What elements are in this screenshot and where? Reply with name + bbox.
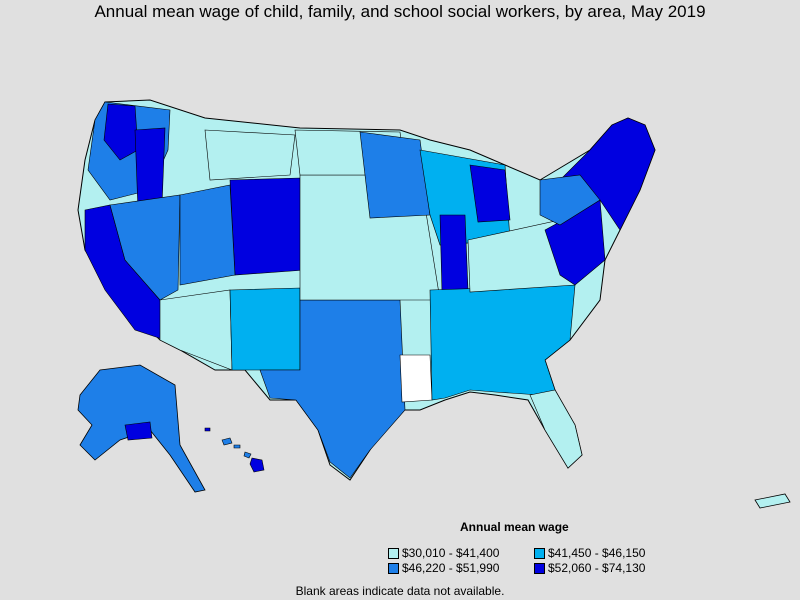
region-florida [529,389,583,469]
region-new-mexico [229,287,301,371]
legend-label-2: $41,450 - $46,150 [548,546,646,560]
region-nevada [109,194,181,301]
legend-label-1: $30,010 - $41,400 [402,546,500,560]
alaska-anchorage [124,421,153,441]
legend-swatch-4 [534,562,545,574]
region-minnesota [359,131,431,219]
legend-item-3: $46,220 - $51,990 [388,561,499,575]
legend-swatch-3 [388,562,399,574]
map-title: Annual mean wage of child, family, and s… [94,2,706,21]
region-new-york [539,174,601,226]
region-rockies-north [204,129,296,181]
region-new-england [559,117,656,231]
region-southeast [429,284,576,401]
legend-label-3: $46,220 - $51,990 [402,561,500,575]
legend-swatch-2 [534,547,545,559]
legend-swatch-1 [388,547,399,559]
data-availability-note: Blank areas indicate data not available. [295,584,505,598]
legend-item-1: $30,010 - $41,400 [388,546,499,560]
region-illinois [439,214,469,293]
region-utah-idaho [179,184,236,286]
region-wyoming-colorado [229,177,306,276]
region-southwest [159,289,233,371]
legend-item-4: $52,060 - $74,130 [534,561,645,575]
hawaii-map [204,427,265,473]
legend-item-2: $41,450 - $46,150 [534,546,645,560]
region-mississippi-no-data [399,354,433,403]
legend-title: Annual mean wage [460,520,569,534]
region-puget-sound [103,103,139,161]
region-michigan [469,164,511,223]
legend-label-4: $52,060 - $74,130 [548,561,646,575]
puerto-rico-map [754,493,791,509]
